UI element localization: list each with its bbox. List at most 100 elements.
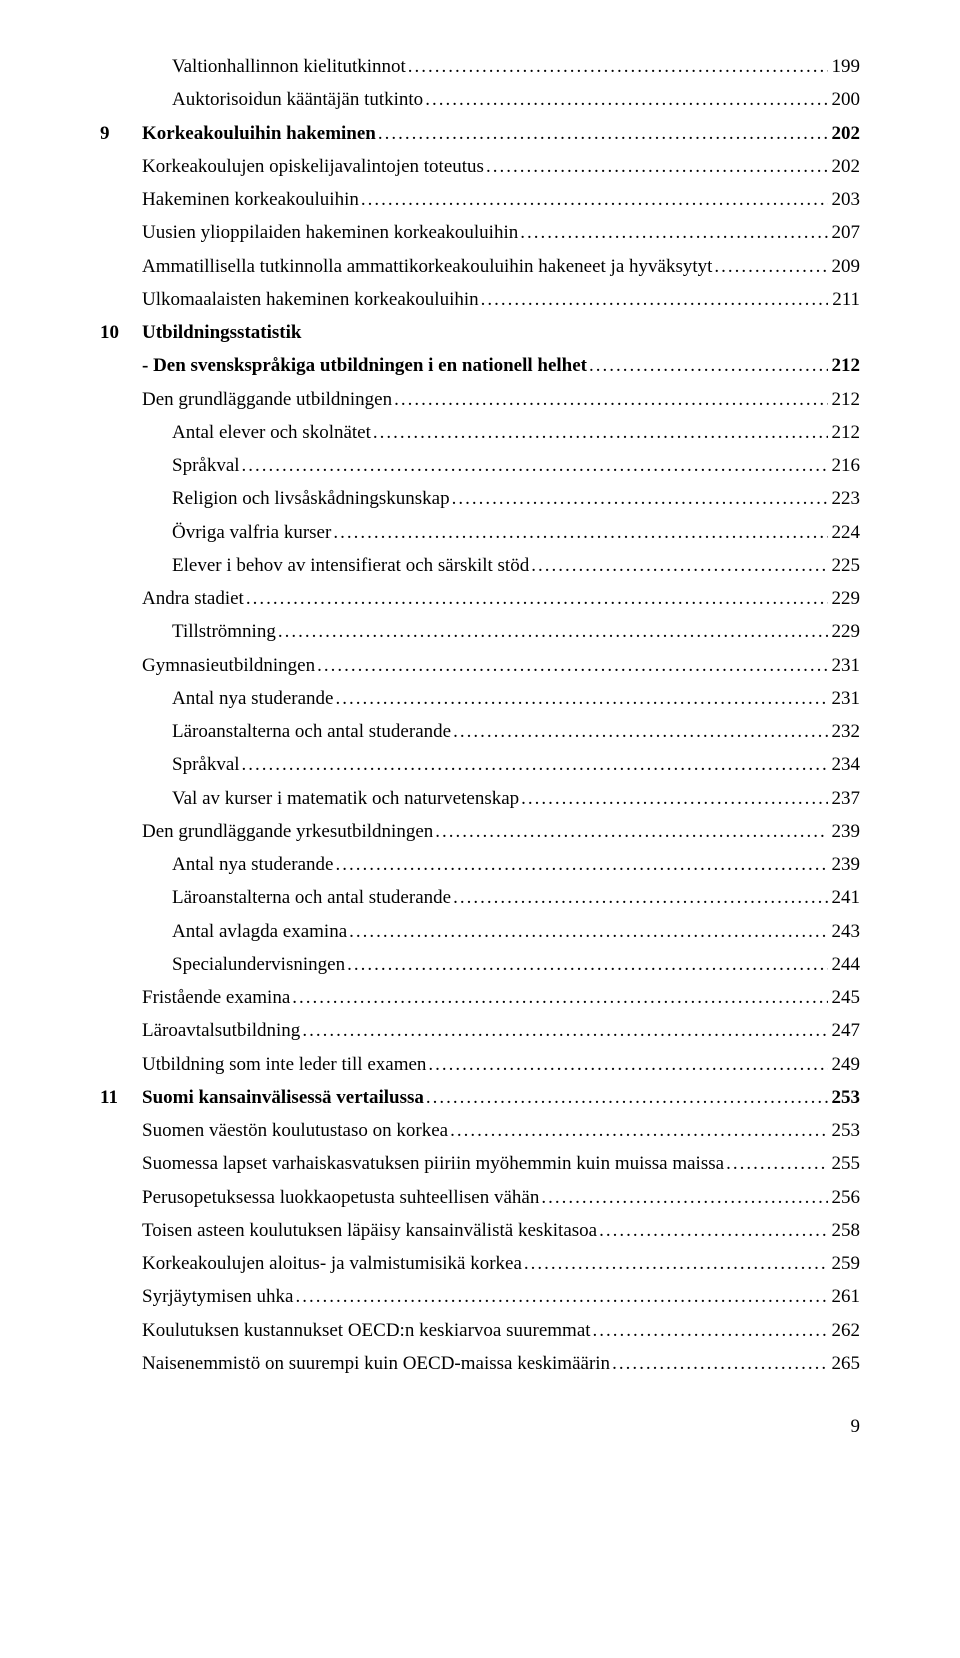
toc-page-number: 249 [828, 1048, 861, 1081]
toc-leader-dots: ........................................… [394, 383, 827, 416]
toc-leader-dots: ........................................… [425, 83, 827, 116]
toc-page-number: 239 [828, 848, 861, 881]
toc-page-number: 203 [828, 183, 861, 216]
toc-leader-dots: ........................................… [435, 815, 827, 848]
toc-label: Toisen asteen koulutuksen läpäisy kansai… [142, 1214, 599, 1247]
toc-entry: Naisenemmistö on suurempi kuin OECD-mais… [100, 1347, 860, 1380]
toc-page-number: 244 [828, 948, 861, 981]
toc-entry: Antal avlagda examina...................… [100, 915, 860, 948]
toc-entry: Suomessa lapset varhaiskasvatuksen piiri… [100, 1147, 860, 1180]
toc-page-number: 237 [828, 782, 861, 815]
toc-label: Religion och livsåskådningskunskap [172, 482, 452, 515]
toc-leader-dots: ........................................… [593, 1314, 828, 1347]
toc-label: Korkeakoulujen aloitus- ja valmistumisik… [142, 1247, 524, 1280]
toc-leader-dots: ........................................… [361, 183, 828, 216]
toc-page-number: 239 [828, 815, 861, 848]
toc-page-number: 212 [828, 416, 861, 449]
toc-leader-dots: ........................................… [726, 1147, 827, 1180]
toc-entry: Antal nya studerande....................… [100, 682, 860, 715]
toc-label: Antal nya studerande [172, 848, 335, 881]
toc-leader-dots: ........................................… [349, 915, 827, 948]
toc-entry: Syrjäytymisen uhka......................… [100, 1280, 860, 1313]
toc-leader-dots: ........................................… [521, 782, 827, 815]
toc-leader-dots: ........................................… [524, 1247, 828, 1280]
chapter-number: 11 [100, 1081, 142, 1114]
toc-label: Suomen väestön koulutustaso on korkea [142, 1114, 450, 1147]
toc-entry: Koulutuksen kustannukset OECD:n keskiarv… [100, 1314, 860, 1347]
toc-page-number: 224 [828, 516, 861, 549]
toc-label: Läroanstalterna och antal studerande [172, 881, 453, 914]
toc-leader-dots: ........................................… [335, 682, 827, 715]
toc-label: Den grundläggande yrkesutbildningen [142, 815, 435, 848]
toc-page-number: 229 [828, 615, 861, 648]
toc-leader-dots: ........................................… [428, 1048, 827, 1081]
toc-leader-dots: ........................................… [347, 948, 827, 981]
toc-page-number: 216 [828, 449, 861, 482]
toc-page-number: 241 [828, 881, 861, 914]
toc-entry: Gymnasieutbildningen....................… [100, 649, 860, 682]
toc-page-number: 234 [828, 748, 861, 781]
toc-leader-dots: ........................................… [408, 50, 828, 83]
toc-leader-dots: ........................................… [335, 848, 827, 881]
toc-page-number: 232 [828, 715, 861, 748]
toc-leader-dots: ........................................… [317, 649, 827, 682]
page-number: 9 [100, 1410, 860, 1443]
toc-page-number: 207 [828, 216, 861, 249]
toc-page-number: 258 [828, 1214, 861, 1247]
toc-label: Koulutuksen kustannukset OECD:n keskiarv… [142, 1314, 593, 1347]
toc-leader-dots: ........................................… [450, 1114, 827, 1147]
toc-leader-dots: ........................................… [452, 482, 828, 515]
toc-entry: Språkval................................… [100, 748, 860, 781]
toc-label: Den grundläggande utbildningen [142, 383, 394, 416]
toc-entry: Hakeminen korkeakouluihin...............… [100, 183, 860, 216]
toc-entry: Läroanstalterna och antal studerande....… [100, 881, 860, 914]
toc-entry: Auktorisoidun kääntäjän tutkinto........… [100, 83, 860, 116]
toc-label: Antal nya studerande [172, 682, 335, 715]
toc-page-number: 223 [828, 482, 861, 515]
toc-leader-dots: ........................................… [714, 250, 827, 283]
toc-page-number: 261 [828, 1280, 861, 1313]
toc-entry: Antal nya studerande....................… [100, 848, 860, 881]
toc-leader-dots: ........................................… [599, 1214, 827, 1247]
toc-entry: Korkeakoulujen opiskelijavalintojen tote… [100, 150, 860, 183]
toc-entry: Suomen väestön koulutustaso on korkea...… [100, 1114, 860, 1147]
toc-label: Suomessa lapset varhaiskasvatuksen piiri… [142, 1147, 726, 1180]
toc-label: Naisenemmistö on suurempi kuin OECD-mais… [142, 1347, 612, 1380]
toc-leader-dots: ........................................… [292, 981, 827, 1014]
toc-label: Läroanstalterna och antal studerande [172, 715, 453, 748]
toc-leader-dots: ........................................… [302, 1014, 827, 1047]
toc-label: Korkeakoulujen opiskelijavalintojen tote… [142, 150, 486, 183]
toc-label: Språkval [172, 748, 242, 781]
toc-page-number: 209 [828, 250, 861, 283]
toc-leader-dots: ........................................… [295, 1280, 827, 1313]
toc-entry: Val av kurser i matematik och naturveten… [100, 782, 860, 815]
toc-label: Uusien ylioppilaiden hakeminen korkeakou… [142, 216, 520, 249]
toc-leader-dots: ........................................… [612, 1347, 827, 1380]
toc-entry: Ulkomaalaisten hakeminen korkeakouluihin… [100, 283, 860, 316]
toc-page-number: 256 [828, 1181, 861, 1214]
toc-leader-dots: ........................................… [589, 349, 827, 382]
toc-leader-dots: ........................................… [333, 516, 827, 549]
toc-leader-dots: ........................................… [242, 748, 828, 781]
toc-label: Andra stadiet [142, 582, 246, 615]
toc-label: Ulkomaalaisten hakeminen korkeakouluihin [142, 283, 481, 316]
toc-page-number: 212 [828, 383, 861, 416]
toc-entry: Läroavtalsutbildning....................… [100, 1014, 860, 1047]
toc-entry: Den grundläggande yrkesutbildningen.....… [100, 815, 860, 848]
toc-label: Korkeakouluihin hakeminen [142, 117, 378, 150]
toc-entry: Tillströmning...........................… [100, 615, 860, 648]
toc-entry: Korkeakoulujen aloitus- ja valmistumisik… [100, 1247, 860, 1280]
toc-label: Auktorisoidun kääntäjän tutkinto [172, 83, 425, 116]
toc-page-number: 229 [828, 582, 861, 615]
toc-page-number: 253 [828, 1081, 861, 1114]
toc-entry: Perusopetuksessa luokkaopetusta suhteell… [100, 1181, 860, 1214]
toc-label: Syrjäytymisen uhka [142, 1280, 295, 1313]
toc-entry: Uusien ylioppilaiden hakeminen korkeakou… [100, 216, 860, 249]
toc-page-number: 253 [828, 1114, 861, 1147]
toc-page-number: 231 [828, 649, 861, 682]
toc-leader-dots: ........................................… [246, 582, 828, 615]
toc-entry: Specialundervisningen...................… [100, 948, 860, 981]
toc-label: Suomi kansainvälisessä vertailussa [142, 1081, 426, 1114]
toc-leader-dots: ........................................… [373, 416, 828, 449]
toc-page-number: 202 [828, 117, 861, 150]
